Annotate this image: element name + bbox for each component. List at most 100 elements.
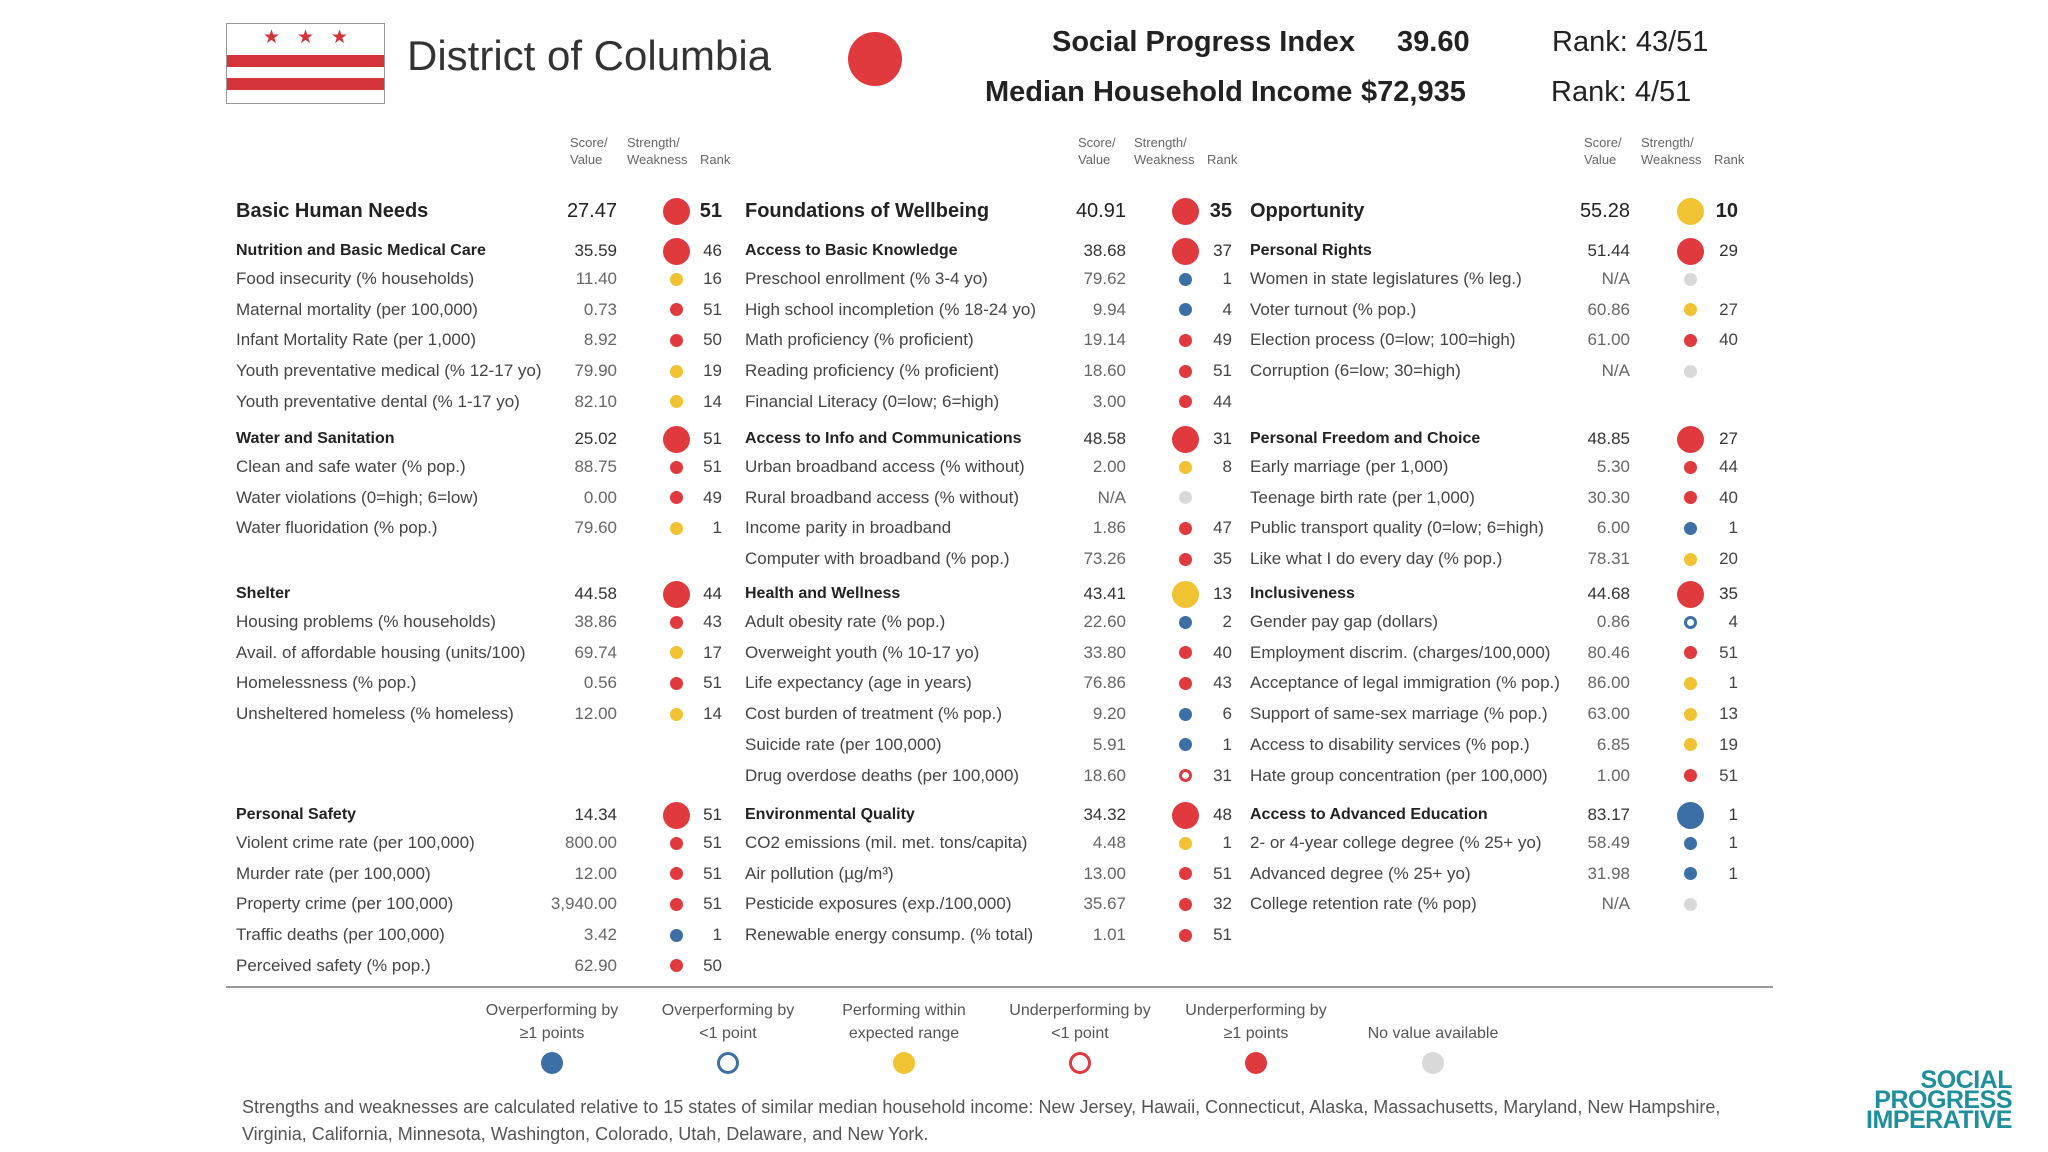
row-value: 1.01 bbox=[1092, 925, 1126, 945]
flag-stars: ★★★ bbox=[262, 27, 366, 48]
legend-item: Underperforming by <1 point bbox=[980, 999, 1180, 1045]
spi-rank: Rank: 43/51 bbox=[1552, 26, 1709, 58]
row-value: 12.00 bbox=[574, 863, 617, 883]
row-value: 5.91 bbox=[1092, 734, 1126, 754]
row-label: Clean and safe water (% pop.) bbox=[236, 457, 466, 476]
row-rank: 35 bbox=[1719, 584, 1738, 603]
row-value: 44.68 bbox=[1587, 584, 1630, 603]
component-row: Personal Rights 51.44 29 bbox=[1250, 236, 1738, 266]
row-value: 78.31 bbox=[1587, 549, 1630, 569]
status-dot-within bbox=[1683, 303, 1697, 317]
row-label: Support of same-sex marriage (% pop.) bbox=[1250, 704, 1548, 724]
row-value: 5.30 bbox=[1596, 457, 1630, 476]
row-rank: 51 bbox=[703, 894, 722, 914]
row-rank: 1 bbox=[1728, 805, 1738, 824]
status-dot-within bbox=[1683, 738, 1697, 752]
row-label: Infant Mortality Rate (per 1,000) bbox=[236, 330, 477, 350]
row-label: Advanced degree (% 25+ yo) bbox=[1250, 863, 1471, 883]
row-rank: 51 bbox=[1213, 361, 1232, 381]
indicator-row: Income parity in broadband 1.86 47 bbox=[745, 513, 1232, 543]
row-label: Maternal mortality (per 100,000) bbox=[236, 299, 478, 319]
row-value: 33.80 bbox=[1083, 642, 1126, 662]
indicator-row: Homelessness (% pop.) 0.56 51 bbox=[236, 668, 722, 698]
row-rank: 35 bbox=[1213, 549, 1232, 569]
status-dot-under1 bbox=[662, 237, 690, 265]
logo-line: PROGRESS bbox=[1874, 1086, 2012, 1114]
legend-line: Overperforming by bbox=[485, 1002, 619, 1019]
social-progress-imperative-logo: SOCIAL PROGRESS IMPERATIVE bbox=[1862, 1068, 2012, 1133]
legend-item: Performing within expected range bbox=[804, 999, 1004, 1045]
row-label: High school incompletion (% 18-24 yo) bbox=[745, 299, 1037, 319]
row-value: 55.28 bbox=[1579, 200, 1630, 222]
row-value: 22.60 bbox=[1083, 612, 1126, 631]
status-dot-over bbox=[1683, 615, 1697, 629]
status-dot-under1 bbox=[1683, 491, 1697, 505]
row-label: Adult obesity rate (% pop.) bbox=[745, 612, 946, 631]
status-dot-within bbox=[669, 364, 683, 378]
row-rank: 50 bbox=[703, 955, 722, 975]
status-dot-under1 bbox=[669, 615, 683, 629]
row-rank: 1 bbox=[1728, 863, 1738, 883]
row-label: Personal Safety bbox=[236, 806, 357, 823]
status-dot-under1 bbox=[1676, 580, 1704, 608]
indicator-row: Computer with broadband (% pop.) 73.26 35 bbox=[745, 544, 1232, 574]
row-rank: 51 bbox=[699, 200, 722, 222]
legend-dot-under1 bbox=[1245, 1052, 1267, 1074]
row-label: 2- or 4-year college degree (% 25+ yo) bbox=[1250, 833, 1542, 852]
legend-line: ≥1 points bbox=[1223, 1025, 1289, 1042]
row-label: Inclusiveness bbox=[1250, 585, 1355, 602]
weakness-header: Weakness bbox=[1641, 152, 1702, 167]
row-value: 9.20 bbox=[1092, 704, 1126, 724]
row-label: Opportunity bbox=[1250, 200, 1365, 222]
legend-line: Overperforming by bbox=[661, 1002, 795, 1019]
row-label: Violent crime rate (per 100,000) bbox=[236, 833, 475, 852]
row-value: 11.40 bbox=[575, 269, 617, 288]
status-dot-over1 bbox=[1178, 272, 1192, 286]
row-rank: 51 bbox=[703, 833, 722, 852]
row-rank: 4 bbox=[1728, 612, 1738, 631]
rank-header: Rank bbox=[1207, 152, 1238, 167]
legend-line: Underperforming by bbox=[1009, 1002, 1151, 1019]
spi-value: 39.60 bbox=[1397, 26, 1470, 58]
indicator-row: Support of same-sex marriage (% pop.) 63.… bbox=[1250, 699, 1738, 729]
indicator-row: Urban broadband access (% without) 2.00 8 bbox=[745, 452, 1232, 482]
component-row: Access to Basic Knowledge 38.68 37 bbox=[745, 236, 1232, 266]
component-row: Health and Wellness 43.41 13 bbox=[745, 579, 1232, 609]
status-dot-under1 bbox=[662, 425, 690, 453]
score-header: Score/ bbox=[1078, 135, 1116, 150]
row-rank: 44 bbox=[703, 584, 722, 603]
footnote: Strengths and weaknesses are calculated … bbox=[242, 1097, 1721, 1144]
status-dot-na bbox=[1178, 491, 1192, 505]
row-label: Avail. of affordable housing (units/100) bbox=[236, 642, 526, 662]
row-value: 1.00 bbox=[1596, 765, 1630, 785]
row-value: 14.34 bbox=[574, 805, 617, 824]
row-rank: 35 bbox=[1209, 200, 1232, 222]
row-rank: 13 bbox=[1719, 704, 1738, 724]
row-label: Voter turnout (% pop.) bbox=[1250, 299, 1417, 319]
status-dot-under1 bbox=[1178, 364, 1192, 378]
legend-line bbox=[1333, 999, 1533, 1022]
row-label: Reading proficiency (% proficient) bbox=[745, 361, 1000, 381]
row-label: Public transport quality (0=low; 6=high) bbox=[1250, 518, 1544, 538]
row-rank: 47 bbox=[1213, 518, 1232, 538]
row-rank: 46 bbox=[703, 241, 722, 260]
row-rank: 8 bbox=[1222, 457, 1232, 476]
row-label: Math proficiency (% proficient) bbox=[745, 330, 974, 350]
row-value: 1.86 bbox=[1092, 518, 1126, 538]
legend-dot-under bbox=[1069, 1052, 1091, 1074]
status-dot-under1 bbox=[669, 867, 683, 881]
row-value: 25.02 bbox=[574, 429, 617, 448]
indicator-row: Voter turnout (% pop.) 60.86 27 bbox=[1250, 295, 1738, 325]
row-value: 69.74 bbox=[574, 642, 617, 662]
status-dot-under1 bbox=[1178, 333, 1192, 347]
row-rank: 40 bbox=[1213, 642, 1232, 662]
row-value: 38.86 bbox=[574, 612, 617, 631]
row-label: Corruption (6=low; 30=high) bbox=[1250, 361, 1461, 381]
row-rank: 51 bbox=[703, 805, 722, 824]
row-label: Perceived safety (% pop.) bbox=[236, 955, 431, 975]
row-label: Renewable energy consump. (% total) bbox=[745, 925, 1034, 945]
row-rank: 51 bbox=[1213, 925, 1232, 945]
row-rank: 2 bbox=[1222, 612, 1232, 631]
indicator-row: Youth preventative medical (% 12-17 yo) 7… bbox=[236, 356, 722, 386]
indicator-row: Cost burden of treatment (% pop.) 9.20 6 bbox=[745, 699, 1232, 729]
